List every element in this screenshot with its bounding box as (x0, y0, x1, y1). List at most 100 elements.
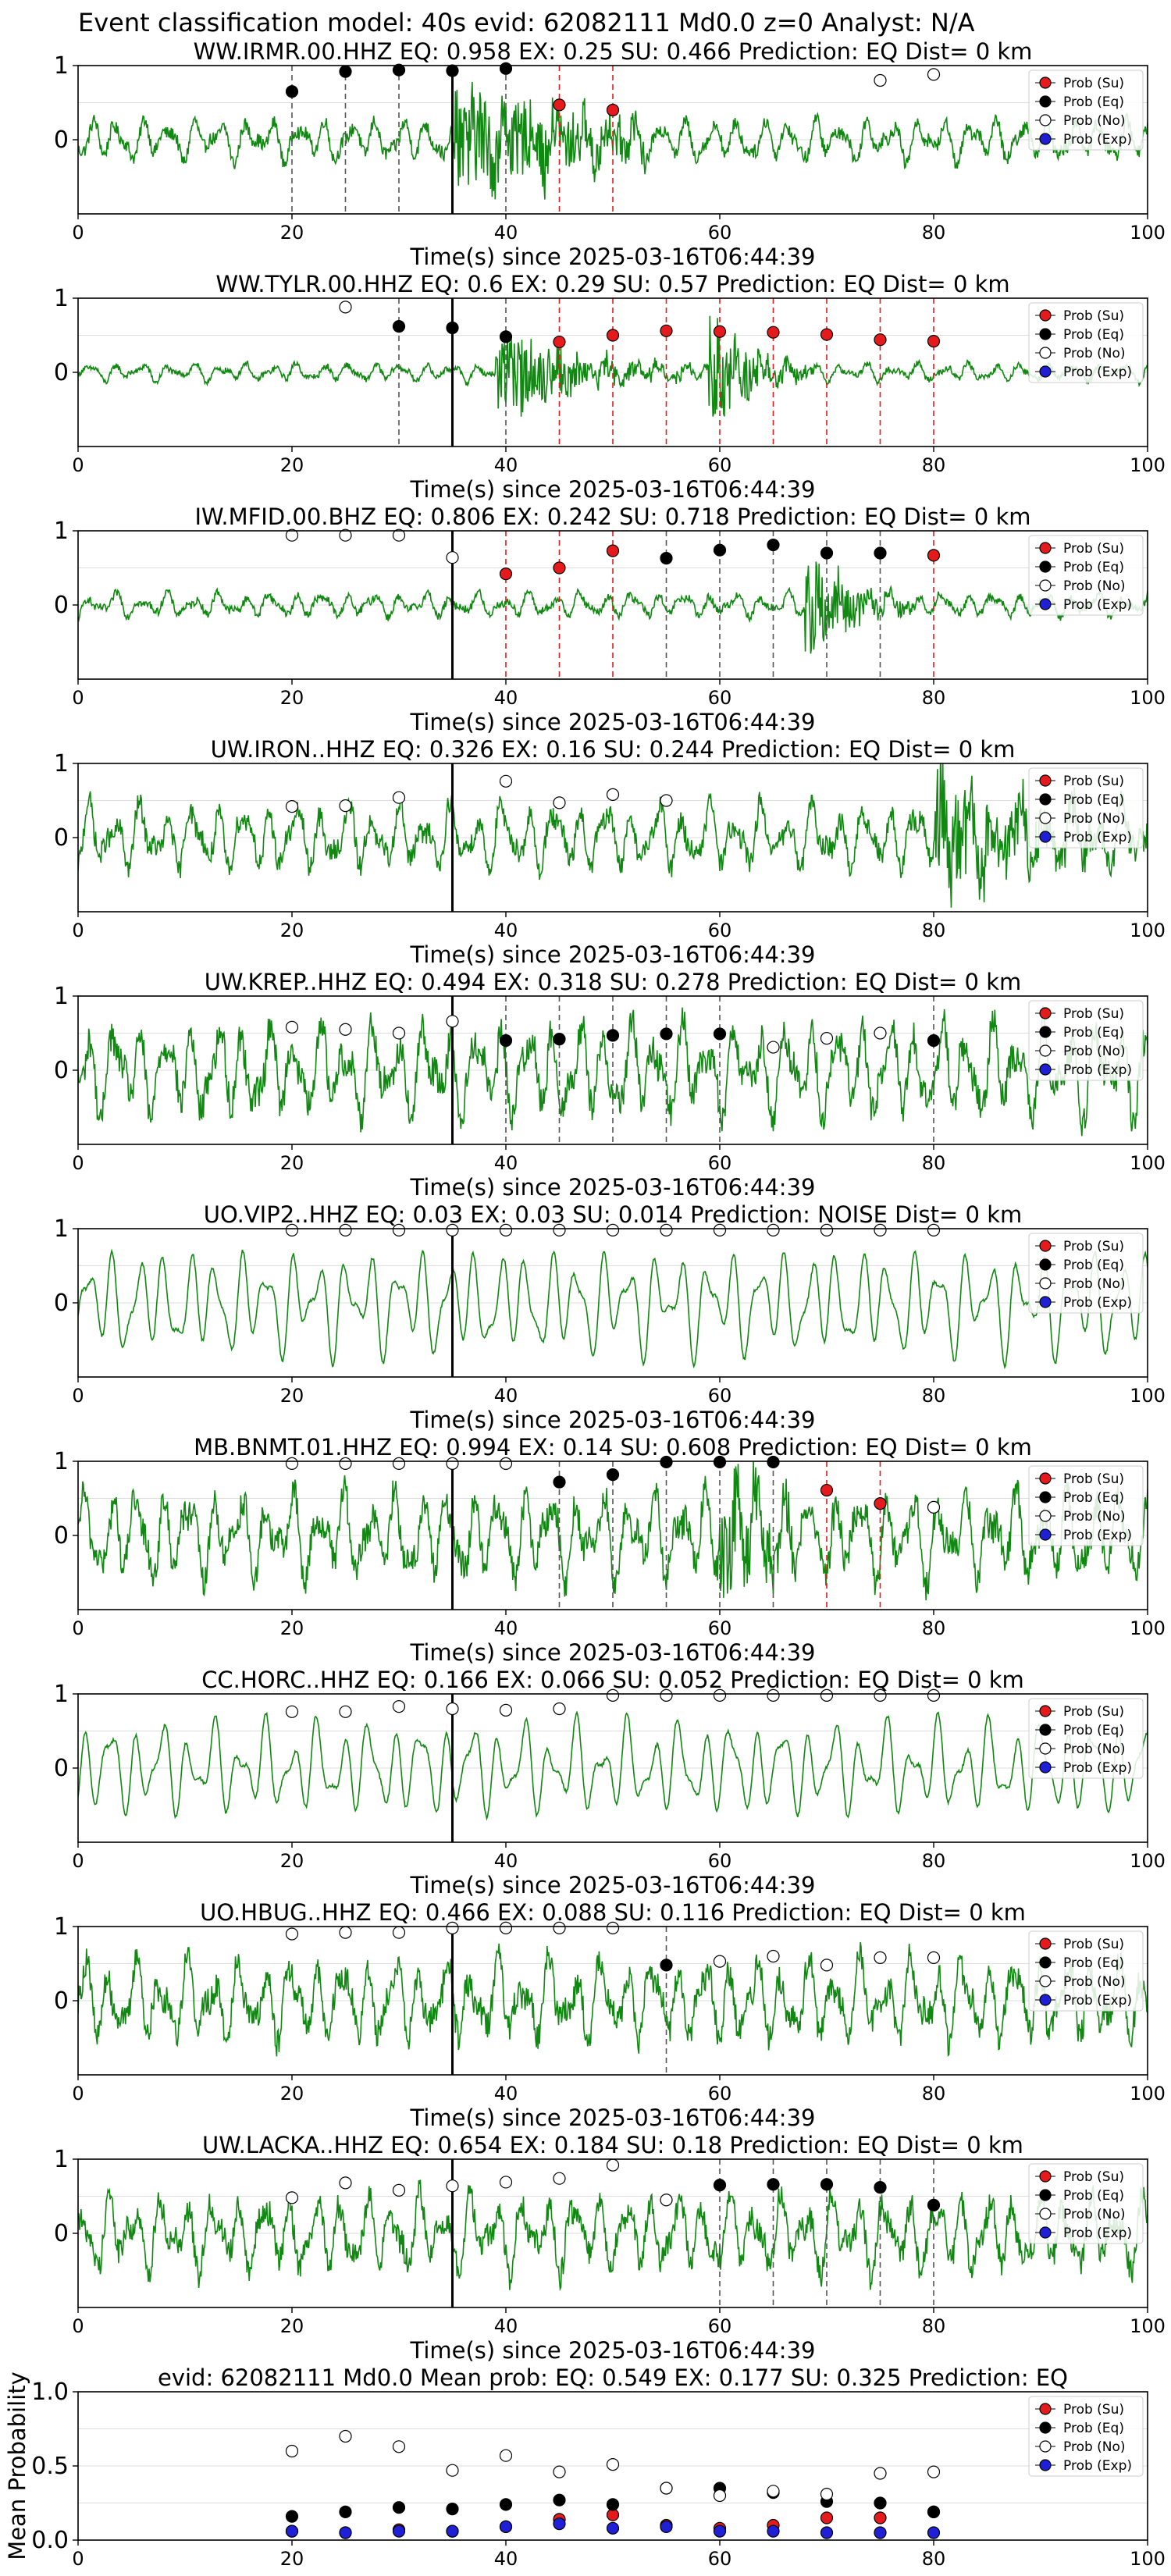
legend-marker-exp (1039, 133, 1052, 145)
legend-marker-no (1039, 1044, 1052, 1057)
probability-point-no (446, 2179, 459, 2193)
mean-prob-point-exp (927, 2526, 941, 2539)
legend-box (1028, 2163, 1144, 2244)
mean-prob-point-exp (767, 2524, 780, 2538)
x-tick-label: 60 (708, 2083, 732, 2105)
x-tick-label: 0 (72, 2315, 84, 2337)
x-tick-label: 20 (280, 454, 304, 476)
x-tick-label: 0 (72, 222, 84, 244)
mean-prob-point-exp (392, 2524, 406, 2538)
x-tick-label: 60 (708, 1152, 732, 1174)
legend-label: Prob (Exp) (1063, 1528, 1132, 1543)
y-tick-label: 0 (54, 1057, 69, 1084)
legend-label: Prob (Eq) (1063, 2421, 1124, 2436)
probability-point-no (392, 1457, 406, 1470)
mean-prob-point-no (820, 2488, 834, 2501)
legend-marker-su (1039, 76, 1052, 89)
mean-prob-point-no (927, 2465, 941, 2478)
x-tick-label: 20 (280, 222, 304, 244)
x-tick-label: 40 (494, 1152, 518, 1174)
probability-point-eq (339, 65, 352, 78)
probability-point-no (499, 1223, 513, 1237)
mean-prob-point-exp (553, 2517, 566, 2531)
mean-prob-point-eq (392, 2501, 406, 2514)
probability-point-eq (499, 1034, 513, 1048)
legend-box (1028, 69, 1144, 151)
panel-title: evid: 62082111 Md0.0 Mean prob: EQ: 0.54… (158, 2364, 1068, 2391)
legend-marker-eq (1039, 1491, 1052, 1503)
x-tick-label: 20 (280, 2315, 304, 2337)
probability-point-su (499, 567, 513, 581)
x-tick-label: 0 (72, 2083, 84, 2105)
probability-point-su (820, 328, 834, 341)
y-tick-label: 1 (54, 1448, 69, 1475)
probability-point-no (285, 1223, 299, 1237)
y-tick-label: 1 (54, 1681, 69, 1708)
mean-prob-point-eq (446, 2503, 459, 2516)
x-tick-label: 100 (1130, 687, 1166, 709)
probability-point-no (339, 1926, 352, 1939)
probability-point-no (339, 1705, 352, 1718)
panel-title: IW.MFID.00.BHZ EQ: 0.806 EX: 0.242 SU: 0… (194, 503, 1030, 530)
panel-4: UW.IRON..HHZ EQ: 0.326 EX: 0.16 SU: 0.24… (54, 736, 1166, 968)
probability-point-eq (820, 2178, 834, 2191)
legend-label: Prob (Exp) (1063, 132, 1132, 148)
x-tick-label: 80 (922, 222, 946, 244)
legend-label: Prob (Exp) (1063, 1062, 1132, 1078)
mean-prob-point-no (285, 2444, 299, 2458)
probability-point-eq (392, 320, 406, 333)
probability-point-su (660, 324, 673, 337)
legend-marker-no (1039, 1742, 1052, 1755)
legend-marker-no (1039, 1975, 1052, 1987)
probability-point-no (660, 1688, 673, 1702)
probability-point-no (820, 1688, 834, 1702)
mean-prob-point-no (713, 2489, 727, 2503)
x-tick-label: 100 (1130, 1850, 1166, 1872)
legend-label: Prob (Eq) (1063, 560, 1124, 575)
mean-prob-point-eq (339, 2505, 352, 2518)
legend: Prob (Su) Prob (Eq) Prob (No) Prob (Exp) (1028, 1233, 1144, 1314)
mean-prob-point-su (874, 2511, 887, 2524)
panel-10: UW.LACKA..HHZ EQ: 0.654 EX: 0.184 SU: 0.… (54, 2132, 1166, 2364)
probability-point-no (874, 1951, 887, 1964)
legend-label: Prob (Exp) (1063, 1295, 1132, 1311)
legend-label: Prob (Su) (1063, 2402, 1124, 2418)
mean-prob-point-no (553, 2465, 566, 2478)
probability-point-no (339, 799, 352, 813)
x-tick-label: 100 (1130, 2315, 1166, 2337)
probability-point-no (285, 1705, 299, 1718)
probability-point-eq (927, 2198, 941, 2211)
probability-point-eq (553, 1032, 566, 1046)
panel-title: UW.KREP..HHZ EQ: 0.494 EX: 0.318 SU: 0.2… (205, 969, 1022, 995)
x-tick-label: 100 (1130, 2083, 1166, 2105)
probability-point-su (820, 1483, 834, 1497)
probability-point-no (874, 73, 887, 87)
probability-point-no (767, 1041, 780, 1054)
panel-3: IW.MFID.00.BHZ EQ: 0.806 EX: 0.242 SU: 0… (54, 503, 1166, 735)
mean-prob-point-no (499, 2449, 513, 2462)
legend: Prob (Su) Prob (Eq) Prob (No) Prob (Exp) (1028, 69, 1144, 151)
x-tick-label: 0 (72, 1152, 84, 1174)
probability-point-no (446, 1015, 459, 1028)
x-tick-label: 100 (1130, 1385, 1166, 1407)
mean-prob-point-exp (285, 2524, 299, 2538)
legend-label: Prob (Su) (1063, 1006, 1124, 1022)
legend-label: Prob (Su) (1063, 1704, 1124, 1720)
probability-point-no (927, 1223, 941, 1237)
probability-point-no (339, 1223, 352, 1237)
probability-point-no (392, 1026, 406, 1040)
legend-marker-su (1039, 1472, 1052, 1485)
legend-marker-exp (1039, 1528, 1052, 1541)
x-tick-label: 0 (72, 454, 84, 476)
legend-box (1028, 1698, 1144, 1779)
x-tick-label: 80 (922, 1850, 946, 1872)
panel-title: UW.IRON..HHZ EQ: 0.326 EX: 0.16 SU: 0.24… (211, 736, 1016, 763)
probability-point-no (660, 1223, 673, 1237)
legend-marker-no (1039, 2440, 1052, 2453)
probability-point-eq (713, 543, 727, 557)
legend-label: Prob (Exp) (1063, 2226, 1132, 2241)
probability-point-eq (660, 1959, 673, 1972)
mean-prob-point-exp (606, 2521, 620, 2535)
probability-point-no (874, 1688, 887, 1702)
